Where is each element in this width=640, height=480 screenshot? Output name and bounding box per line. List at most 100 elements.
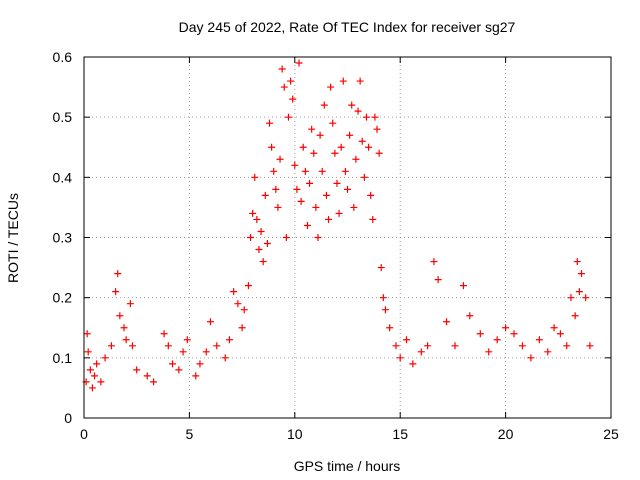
data-point bbox=[510, 330, 518, 338]
data-point bbox=[230, 288, 238, 296]
data-point bbox=[493, 336, 501, 344]
data-point bbox=[263, 240, 271, 248]
data-point bbox=[268, 143, 276, 151]
data-point bbox=[240, 306, 248, 314]
data-point bbox=[335, 209, 343, 217]
data-point bbox=[143, 372, 151, 380]
data-point bbox=[164, 342, 172, 350]
data-point bbox=[84, 348, 92, 356]
data-point bbox=[535, 336, 543, 344]
data-point bbox=[308, 125, 316, 133]
data-point bbox=[322, 191, 330, 199]
data-point bbox=[582, 294, 590, 302]
data-point bbox=[206, 318, 214, 326]
data-point bbox=[192, 372, 200, 380]
y-axis-label: ROTI / TECUs bbox=[5, 193, 21, 283]
data-point bbox=[527, 354, 535, 362]
data-point bbox=[443, 318, 451, 326]
data-point bbox=[257, 227, 265, 235]
data-point bbox=[91, 372, 99, 380]
x-tick-label: 25 bbox=[603, 426, 619, 442]
data-point bbox=[567, 294, 575, 302]
data-point bbox=[280, 83, 288, 91]
data-point bbox=[278, 65, 286, 73]
data-point bbox=[466, 312, 474, 320]
data-point bbox=[251, 173, 259, 181]
data-point bbox=[213, 342, 221, 350]
data-point bbox=[331, 149, 339, 157]
data-point bbox=[424, 342, 432, 350]
data-point bbox=[573, 258, 581, 266]
data-point bbox=[356, 77, 364, 85]
data-point bbox=[196, 360, 204, 368]
data-point bbox=[284, 113, 292, 121]
data-point bbox=[289, 95, 297, 103]
data-point bbox=[86, 366, 94, 374]
data-point bbox=[270, 167, 278, 175]
data-point bbox=[586, 342, 594, 350]
data-point bbox=[88, 384, 96, 392]
x-axis-label: GPS time / hours bbox=[294, 458, 401, 474]
data-point bbox=[379, 294, 387, 302]
data-point bbox=[297, 197, 305, 205]
ticks-layer: 0 5 10 15 20 25 0 0.1 0.2 0.3 0.4 0.5 0.6 bbox=[53, 49, 619, 442]
data-point bbox=[160, 330, 168, 338]
data-point bbox=[244, 282, 252, 290]
data-point bbox=[282, 234, 290, 241]
data-point bbox=[314, 234, 322, 241]
data-point bbox=[352, 155, 360, 163]
data-point bbox=[550, 324, 558, 332]
data-point bbox=[337, 143, 345, 151]
data-point bbox=[249, 209, 257, 217]
data-point bbox=[274, 203, 282, 211]
x-tick-label: 20 bbox=[498, 426, 514, 442]
data-point bbox=[312, 203, 320, 211]
data-point bbox=[114, 270, 122, 278]
data-point bbox=[259, 258, 267, 266]
data-point bbox=[451, 342, 459, 350]
data-point bbox=[101, 354, 109, 362]
grid-layer bbox=[84, 57, 611, 418]
data-point bbox=[434, 276, 442, 284]
data-point bbox=[350, 203, 358, 211]
data-point bbox=[93, 360, 101, 368]
data-point bbox=[202, 348, 210, 356]
data-point bbox=[120, 324, 128, 332]
y-tick-label: 0.1 bbox=[53, 350, 73, 366]
data-point bbox=[362, 113, 370, 121]
data-point bbox=[112, 288, 120, 296]
data-point bbox=[403, 336, 411, 344]
data-point bbox=[371, 113, 379, 121]
data-point bbox=[341, 167, 349, 175]
data-point bbox=[225, 336, 233, 344]
data-point bbox=[126, 300, 134, 308]
data-point bbox=[329, 119, 337, 127]
data-point bbox=[301, 167, 309, 175]
data-point bbox=[544, 348, 552, 356]
data-point bbox=[247, 234, 255, 241]
data-point bbox=[348, 101, 356, 109]
data-point bbox=[83, 330, 91, 338]
data-point bbox=[485, 348, 493, 356]
data-point bbox=[344, 185, 351, 193]
data-point bbox=[386, 324, 394, 332]
data-point bbox=[122, 336, 130, 344]
data-point bbox=[575, 288, 583, 296]
y-tick-label: 0.5 bbox=[53, 109, 73, 125]
data-point bbox=[128, 342, 136, 350]
data-point bbox=[179, 348, 187, 356]
y-tick-label: 0.2 bbox=[53, 290, 73, 306]
data-point bbox=[365, 143, 373, 151]
data-point bbox=[175, 366, 183, 374]
data-point bbox=[369, 215, 377, 223]
data-point bbox=[299, 143, 307, 151]
data-point bbox=[310, 149, 318, 157]
data-point bbox=[571, 312, 579, 320]
data-point bbox=[287, 77, 295, 85]
points-layer bbox=[82, 59, 594, 392]
y-tick-label: 0.4 bbox=[53, 169, 73, 185]
data-point bbox=[150, 378, 158, 386]
data-point bbox=[183, 336, 191, 344]
data-point bbox=[377, 264, 385, 272]
